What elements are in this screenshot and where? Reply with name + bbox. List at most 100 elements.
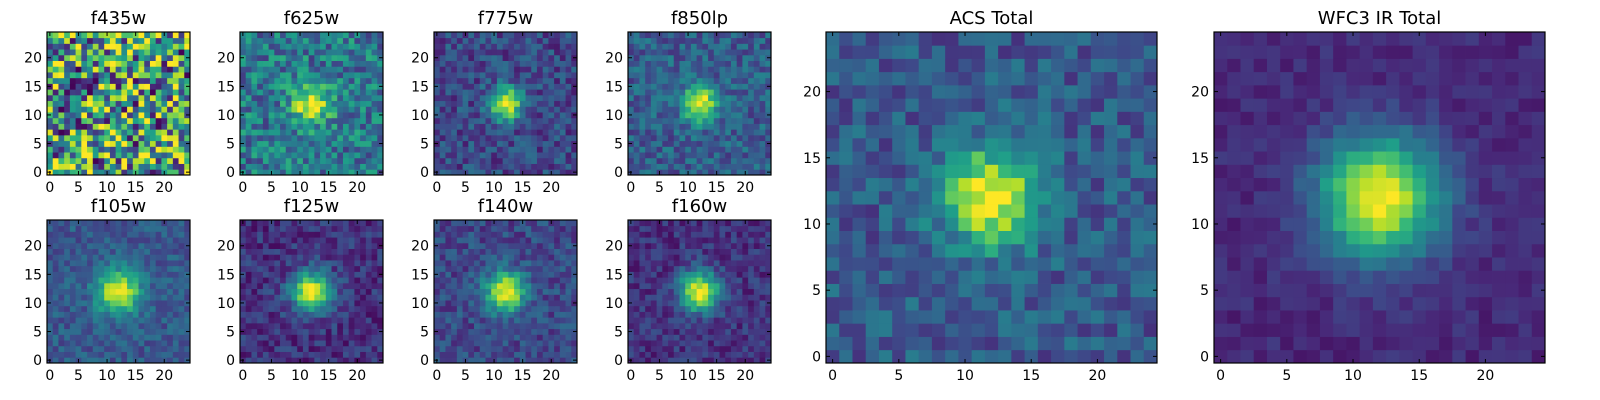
heatmap-cell — [451, 265, 458, 272]
heatmap-cell — [178, 271, 185, 278]
heatmap-cell — [167, 49, 174, 56]
heatmap-cell — [371, 328, 378, 335]
heatmap-cell — [536, 77, 544, 84]
heatmap-cell — [673, 72, 680, 79]
heatmap-cell — [708, 157, 715, 164]
heatmap-cell — [496, 340, 504, 347]
heatmap-cell — [753, 140, 760, 147]
heatmap-cell — [531, 43, 538, 50]
heatmap-cell — [291, 265, 298, 272]
heatmap-cell — [434, 146, 441, 153]
heatmap-cell — [525, 94, 532, 102]
heatmap-cell — [662, 89, 669, 96]
heatmap-cell — [144, 265, 151, 272]
heatmap-cell — [474, 152, 481, 159]
heatmap-cell — [75, 322, 82, 330]
heatmap-cell — [702, 340, 709, 347]
heatmap-cell — [713, 117, 720, 124]
heatmap-cell — [462, 237, 469, 244]
heatmap-cell — [127, 43, 134, 50]
heatmap-cell — [377, 288, 384, 295]
heatmap-cell — [434, 66, 441, 73]
heatmap-cell — [702, 129, 709, 136]
heatmap-cell — [132, 265, 139, 272]
heatmap-cell — [98, 112, 105, 119]
heatmap-cell — [251, 163, 258, 170]
heatmap-cell — [109, 72, 117, 79]
heatmap-cell — [462, 351, 469, 358]
heatmap-cell — [302, 254, 310, 261]
heatmap-cell — [439, 77, 446, 84]
heatmap-cell — [149, 345, 157, 352]
heatmap-cell — [178, 282, 185, 290]
heatmap-cell — [456, 100, 463, 107]
heatmap-cell — [291, 305, 298, 312]
x-tick-label: 10 — [679, 180, 697, 196]
heatmap-cell — [645, 94, 652, 102]
heatmap-cell — [536, 112, 544, 119]
heatmap-cell — [92, 260, 99, 267]
heatmap-cell — [502, 37, 509, 44]
heatmap-cell — [285, 152, 292, 159]
heatmap-cell — [121, 54, 128, 61]
heatmap-cell — [542, 294, 549, 301]
heatmap-cell — [462, 294, 469, 301]
heatmap-cell — [468, 277, 475, 284]
heatmap-cell — [262, 43, 269, 50]
heatmap-cell — [468, 357, 475, 364]
heatmap-cell — [462, 311, 469, 318]
heatmap-cell — [121, 106, 128, 113]
heatmap-cell — [491, 72, 498, 79]
heatmap-cell — [98, 157, 105, 164]
heatmap-cell — [565, 294, 572, 301]
heatmap-cell — [81, 340, 88, 347]
heatmap-cell — [365, 100, 372, 107]
heatmap-cell — [491, 328, 498, 335]
heatmap-cell — [98, 248, 105, 255]
heatmap-cell — [240, 94, 247, 102]
heatmap-cell — [251, 146, 258, 153]
heatmap-cell — [496, 277, 504, 284]
heatmap-cell — [748, 282, 755, 290]
heatmap-cell — [645, 357, 652, 364]
heatmap-cell — [98, 254, 105, 261]
heatmap-cell — [138, 265, 145, 272]
x-tick-label: 10 — [291, 180, 309, 196]
heatmap-cell — [736, 106, 743, 113]
heatmap-cell — [536, 123, 544, 130]
heatmap-cell — [280, 248, 287, 255]
heatmap-cell — [445, 242, 452, 249]
heatmap-cell — [508, 294, 515, 301]
heatmap-cell — [742, 311, 749, 318]
heatmap-cell — [371, 334, 378, 341]
heatmap-cell — [115, 152, 122, 159]
heatmap-cell — [81, 157, 88, 164]
heatmap-cell — [348, 169, 355, 176]
heatmap-cell — [138, 294, 145, 301]
heatmap-cell — [81, 248, 88, 255]
heatmap-cell — [172, 43, 179, 50]
heatmap-cell — [291, 32, 298, 39]
heatmap-cell — [536, 294, 544, 301]
heatmap-cell — [245, 32, 252, 39]
heatmap-cell — [679, 106, 686, 113]
heatmap-cell — [365, 242, 372, 249]
heatmap-cell — [291, 260, 298, 267]
heatmap-cell — [178, 237, 185, 244]
heatmap-cell — [496, 163, 504, 170]
heatmap-cell — [650, 317, 657, 324]
heatmap-cell — [87, 265, 94, 272]
heatmap-cell — [104, 54, 111, 61]
heatmap-cell — [662, 43, 669, 50]
heatmap-cell — [633, 282, 640, 290]
heatmap-cell — [519, 265, 526, 272]
heatmap-cell — [645, 106, 652, 113]
heatmap-cell — [92, 277, 99, 284]
heatmap-cell — [730, 77, 738, 84]
heatmap-cell — [167, 328, 174, 335]
heatmap-cell — [456, 37, 463, 44]
heatmap-cell — [554, 237, 561, 244]
heatmap-cell — [325, 106, 332, 113]
heatmap-cell — [496, 134, 504, 142]
heatmap-cell — [645, 117, 652, 124]
